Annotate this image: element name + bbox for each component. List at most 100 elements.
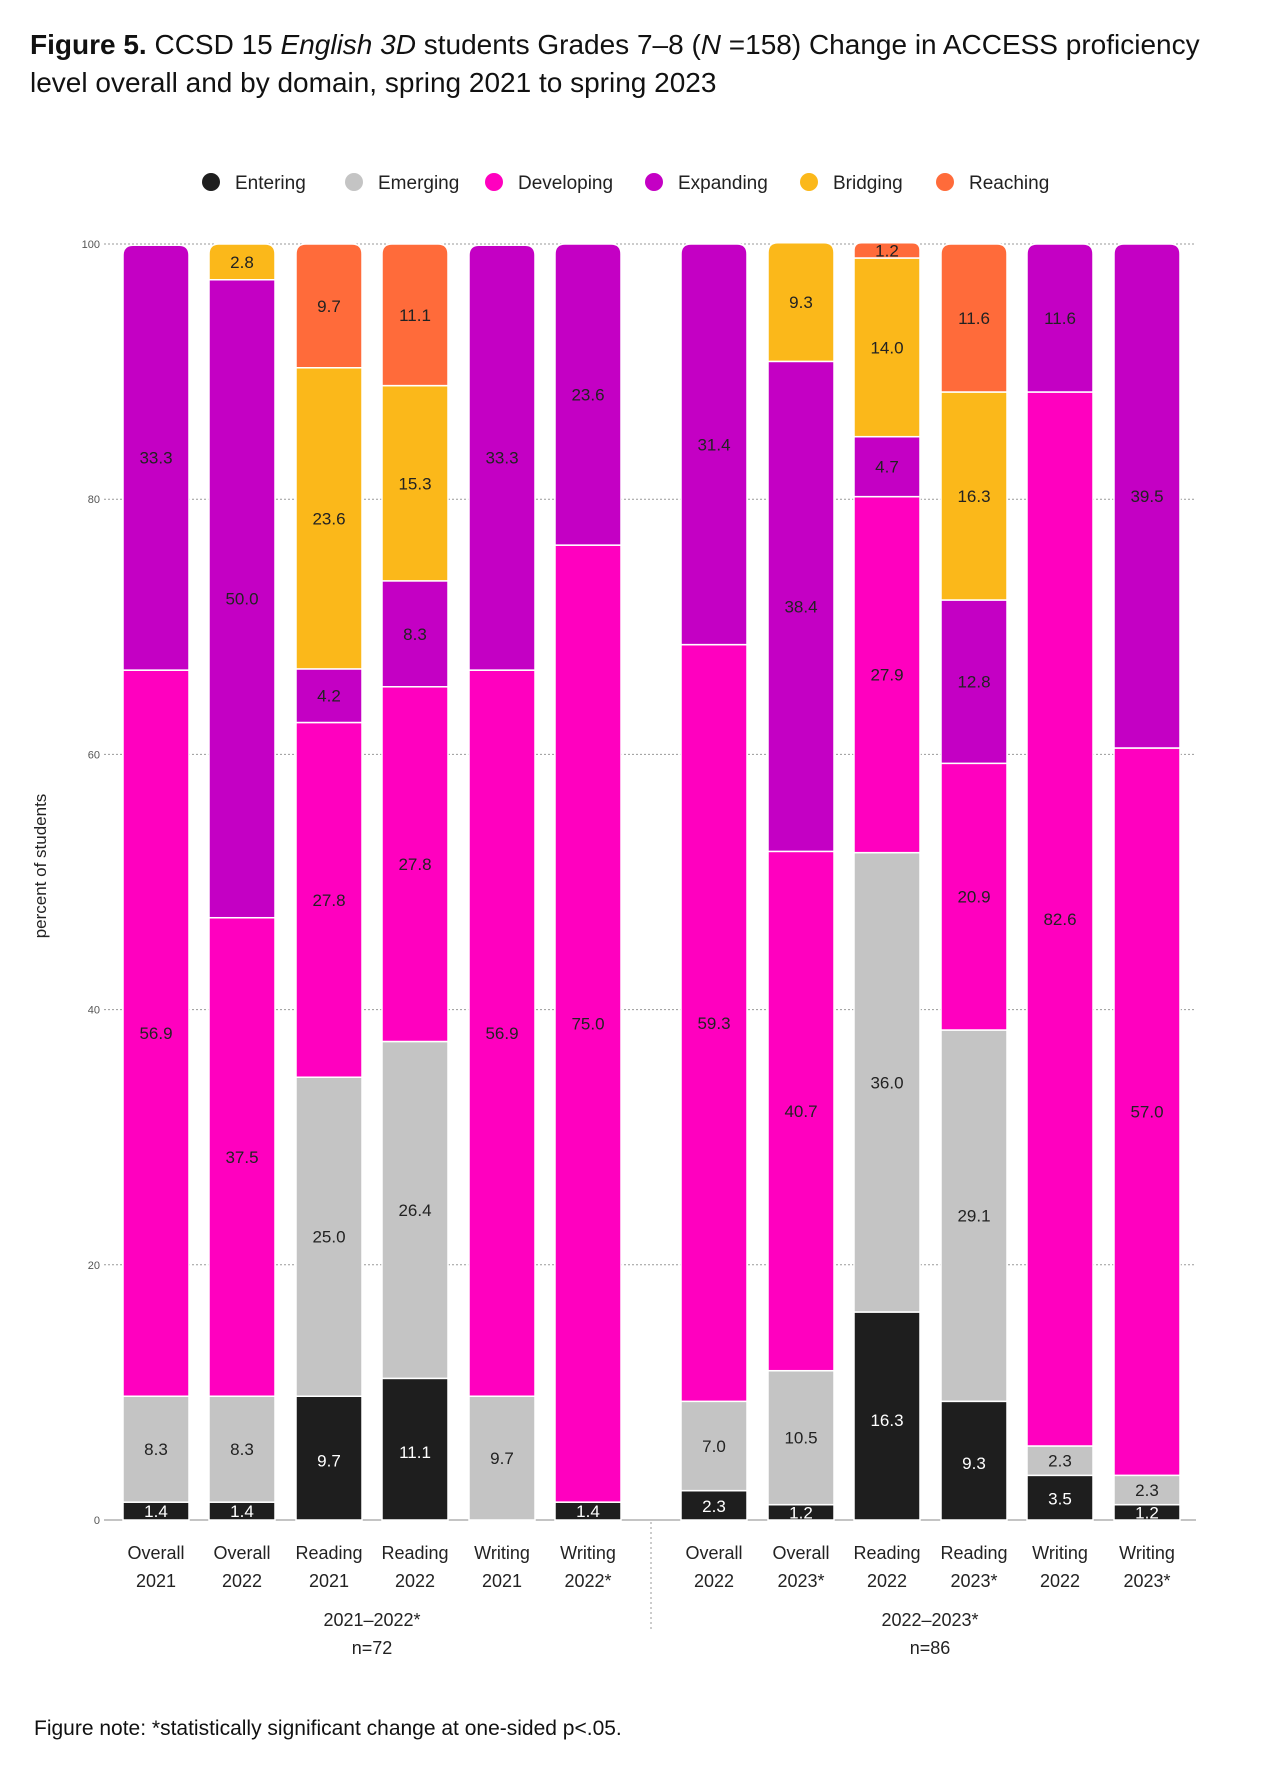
segment-entering-label: 16.3	[870, 1411, 903, 1430]
segment-reaching-label: 9.7	[317, 297, 341, 316]
segment-emerging-label: 2.3	[1048, 1452, 1072, 1471]
title-part: CCSD 15	[146, 29, 281, 60]
segment-reaching-label: 11.1	[399, 306, 431, 325]
y-axis-title: percent of students	[31, 794, 50, 939]
segment-developing-label: 82.6	[1043, 910, 1076, 929]
x-tick-label-line1: Writing	[474, 1543, 530, 1563]
figure-note: Figure note: *statistically significant …	[34, 1717, 622, 1740]
segment-entering-label: 1.4	[144, 1502, 168, 1521]
x-tick-label-line2: 2022	[395, 1571, 435, 1591]
segment-expanding	[680, 243, 748, 646]
bar-writing-2022: 3.5 2.3 82.6 11.6	[1026, 243, 1094, 1521]
segment-reaching	[940, 243, 1008, 393]
y-tick-label: 100	[82, 239, 100, 251]
segment-expanding-label: 33.3	[139, 449, 172, 468]
segment-developing	[381, 686, 449, 1043]
segment-bridging	[940, 391, 1008, 601]
segment-bridging-label: 15.3	[398, 474, 431, 493]
group-sublabel: n=72	[352, 1638, 393, 1658]
segment-entering-label: 1.4	[230, 1502, 254, 1521]
legend-label-reaching: Reaching	[969, 173, 1049, 194]
segment-expanding-label: 4.7	[875, 458, 899, 477]
legend-label-bridging: Bridging	[833, 173, 903, 194]
segment-bridging-label: 2.8	[230, 253, 254, 272]
segment-emerging	[680, 1400, 748, 1492]
bar-reading-2023: 9.3 29.1 20.9 12.8 16.3 11.6	[940, 243, 1008, 1521]
segment-reaching	[853, 241, 921, 259]
bar-writing-2022: 1.4 75.0 23.6	[554, 243, 622, 1521]
segment-expanding-label: 4.2	[317, 687, 341, 706]
legend-label-entering: Entering	[235, 173, 306, 194]
legend-swatch-entering	[202, 173, 220, 191]
segment-emerging-label: 9.7	[490, 1449, 514, 1468]
segment-reaching-label: 1.2	[875, 241, 899, 260]
segment-expanding-label: 33.3	[485, 449, 518, 468]
segment-developing	[680, 643, 748, 1403]
segment-reaching	[381, 243, 449, 387]
x-tick-label-line1: Overall	[127, 1543, 184, 1563]
title-part: =158) Change in ACCESS proficiency level…	[30, 29, 1200, 98]
y-tick-label: 20	[88, 1260, 100, 1272]
segment-emerging-label: 26.4	[398, 1201, 431, 1220]
bar-overall-2022: 1.4 8.3 37.5 50.0 2.8	[208, 243, 276, 1521]
segment-emerging	[295, 1076, 363, 1397]
segment-expanding-label: 50.0	[225, 590, 258, 609]
x-tick-label-line1: Overall	[772, 1543, 829, 1563]
segment-expanding	[1026, 243, 1094, 393]
segment-emerging-label: 7.0	[702, 1437, 726, 1456]
segment-entering-label: 3.5	[1048, 1490, 1072, 1509]
figure-label: Figure 5.	[30, 29, 147, 60]
segment-entering	[381, 1377, 449, 1521]
segment-expanding	[381, 580, 449, 688]
segment-expanding-label: 23.6	[571, 386, 604, 405]
chart-legend: Entering Emerging Developing Expanding Bridg…	[202, 173, 1049, 194]
x-tick-label-line1: Reading	[853, 1543, 920, 1563]
segment-emerging	[767, 1369, 835, 1506]
group-sublabel: n=86	[910, 1638, 951, 1658]
segment-emerging	[122, 1395, 190, 1503]
legend-swatch-developing	[485, 173, 503, 191]
segment-bridging	[295, 367, 363, 670]
bar-reading-2021: 9.7 25.0 27.8 4.2 23.6 9.7	[295, 243, 363, 1521]
segment-developing	[554, 544, 622, 1503]
x-tick-label-line2: 2021	[309, 1571, 349, 1591]
segment-entering	[295, 1395, 363, 1521]
segment-developing-label: 59.3	[697, 1014, 730, 1033]
title-part: students Grades 7–8 (	[415, 29, 701, 60]
segment-bridging-label: 23.6	[312, 509, 345, 528]
x-tick-label-line2: 2023*	[777, 1571, 824, 1591]
segment-entering-label: 11.1	[399, 1443, 431, 1462]
x-tick-label-line1: Overall	[685, 1543, 742, 1563]
bar-overall-2023: 1.2 10.5 40.7 38.4 9.3	[767, 241, 835, 1522]
bar-reading-2022: 11.1 26.4 27.8 8.3 15.3 11.1	[381, 243, 449, 1521]
legend-swatch-expanding	[645, 173, 663, 191]
segment-expanding-label: 38.4	[784, 597, 817, 616]
segment-developing-label: 56.9	[485, 1024, 518, 1043]
segment-expanding-label: 12.8	[957, 673, 990, 692]
segment-entering-label: 1.4	[576, 1502, 600, 1521]
chart-bars: 1.4 8.3 56.9 33.3 1.4 8.3 37.5 50.0 2.8 9.7 25.0 27…	[122, 241, 1181, 1522]
segment-entering-label: 9.7	[317, 1452, 341, 1471]
segment-entering-label: 2.3	[702, 1497, 726, 1516]
segment-emerging-label: 29.1	[957, 1207, 990, 1226]
segment-bridging-label: 14.0	[870, 338, 903, 357]
segment-entering	[940, 1400, 1008, 1521]
segment-entering-label: 1.2	[789, 1503, 813, 1522]
segment-developing	[208, 916, 276, 1397]
segment-expanding	[295, 668, 363, 724]
x-tick-label-line1: Reading	[381, 1543, 448, 1563]
x-tick-label-line1: Writing	[560, 1543, 616, 1563]
y-tick-label: 40	[88, 1005, 100, 1017]
segment-expanding	[554, 243, 622, 546]
group-label: 2021–2022*	[323, 1610, 420, 1630]
legend-swatch-bridging	[800, 173, 818, 191]
segment-emerging	[940, 1029, 1008, 1403]
segment-developing-label: 27.8	[312, 891, 345, 910]
y-tick-label: 0	[94, 1515, 100, 1527]
segment-emerging	[468, 1395, 536, 1521]
legend-label-developing: Developing	[518, 173, 613, 194]
segment-expanding-label: 31.4	[697, 435, 730, 454]
segment-developing	[1113, 747, 1181, 1477]
y-axis: 0 20 40 60 80 100 percent of students	[31, 239, 100, 1527]
bar-reading-2022: 16.3 36.0 27.9 4.7 14.0 1.2	[853, 241, 921, 1521]
